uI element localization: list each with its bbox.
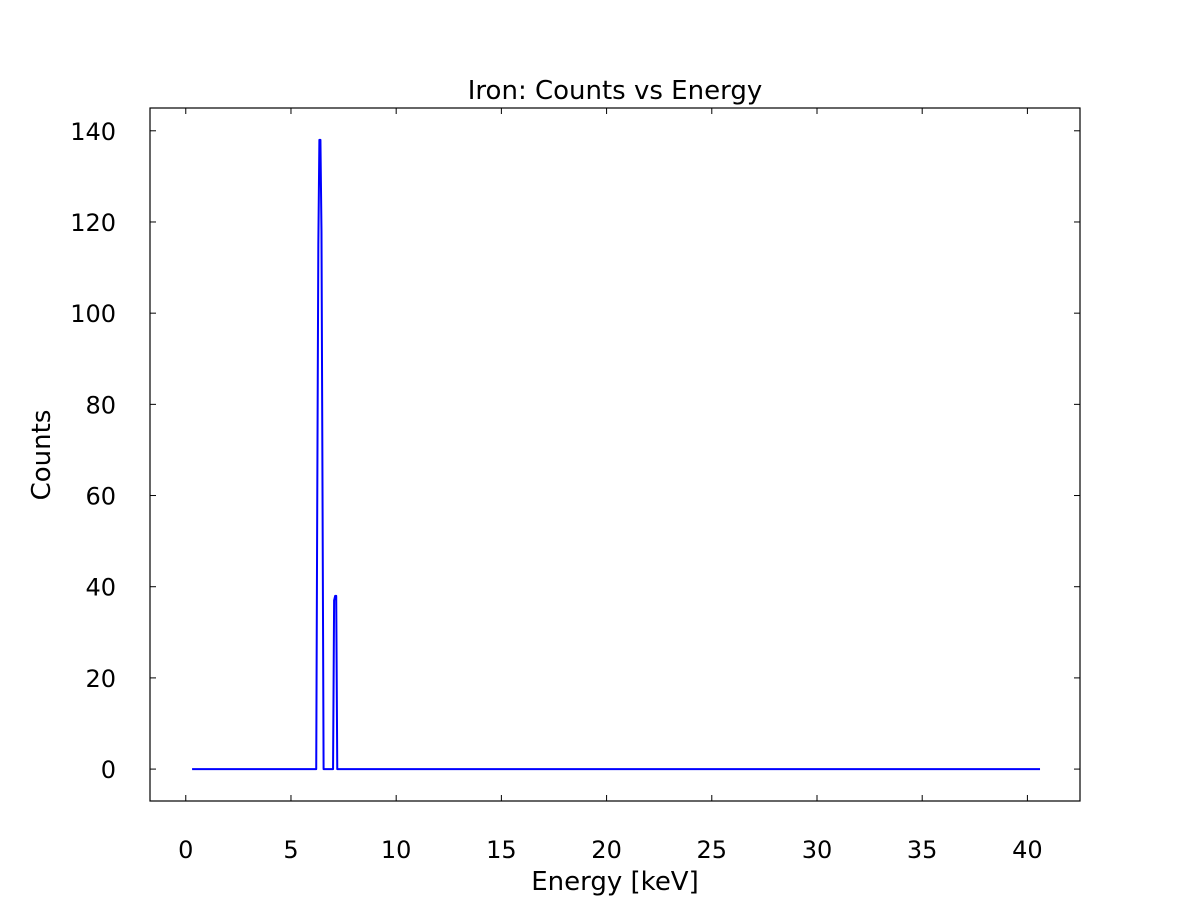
axis-ticks: 0 5 10 15 20 25 30 35 40 0 20 40 60 80 100 120 140	[70, 108, 1080, 864]
y-tick-label: 20	[85, 665, 116, 693]
y-tick-label: 120	[70, 209, 116, 237]
y-tick-label: 0	[101, 756, 116, 784]
y-tick-label: 140	[70, 118, 116, 146]
y-tick-label: 80	[85, 391, 116, 419]
series-line-0	[192, 138, 1041, 771]
x-tick-label: 20	[591, 836, 622, 864]
x-tick-label: 15	[486, 836, 517, 864]
y-tick-label: 40	[85, 574, 116, 602]
x-tick-label: 40	[1012, 836, 1043, 864]
y-axis-label: Counts	[27, 410, 57, 501]
x-tick-label: 30	[802, 836, 833, 864]
plot-frame	[149, 107, 1081, 802]
y-tick-label: 100	[70, 300, 116, 328]
x-tick-label: 35	[907, 836, 938, 864]
x-axis-label: Energy [keV]	[531, 867, 699, 897]
x-tick-label: 5	[283, 836, 298, 864]
x-tick-label: 10	[381, 836, 412, 864]
chart-title: Iron: Counts vs Energy	[468, 76, 762, 106]
x-tick-label: 0	[178, 836, 193, 864]
series-layer	[192, 138, 1041, 771]
x-tick-label: 25	[697, 836, 728, 864]
y-tick-label: 60	[85, 483, 116, 511]
